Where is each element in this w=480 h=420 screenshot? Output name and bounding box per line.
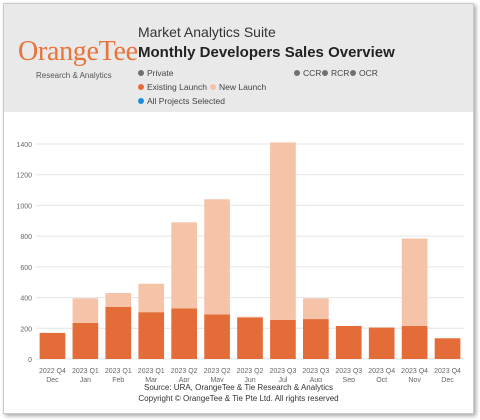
y-tick-label: 200	[20, 326, 32, 333]
region-filter-ccr[interactable]: CCR	[294, 68, 321, 78]
x-tick-month-label: Apr	[179, 377, 191, 382]
x-tick-month-label: Aug	[310, 377, 323, 382]
y-tick-label: 1200	[16, 173, 32, 180]
app-title: Market Analytics Suite	[138, 24, 276, 40]
new-launch-bar	[72, 298, 99, 323]
radio-dot-icon	[350, 70, 356, 76]
y-tick-label: 400	[20, 296, 32, 303]
existing-launch-bar	[204, 314, 230, 359]
existing-launch-bar	[237, 317, 263, 359]
radio-dot-icon	[322, 70, 328, 76]
x-tick-quarter-label: 2023 Q3	[335, 368, 362, 375]
y-tick-label: 800	[20, 234, 32, 241]
region-label-ocr: OCR	[359, 68, 378, 78]
new-launch-bar	[171, 222, 197, 309]
existing-launch-bar	[105, 306, 132, 359]
new-launch-bar	[237, 316, 263, 318]
report-header: OrangeTee Research & Analytics Market An…	[4, 4, 473, 112]
region-label-rcr: RCR	[331, 68, 350, 78]
existing-launch-swatch-icon	[138, 84, 144, 90]
new-launch-bar	[401, 238, 428, 326]
region-filter-rcr[interactable]: RCR	[322, 68, 349, 78]
projects-label: All Projects Selected	[147, 96, 225, 106]
existing-launch-bar	[368, 327, 395, 359]
x-tick-quarter-label: 2023 Q4	[401, 368, 428, 375]
copyright-note: Copyright © OrangeTee & Tie Pte Ltd. All…	[138, 394, 339, 403]
radio-dot-icon	[138, 70, 144, 76]
y-tick-label: 1000	[16, 203, 32, 210]
x-tick-quarter-label: 2023 Q1	[72, 368, 99, 375]
x-tick-month-label: Dec	[441, 377, 454, 382]
x-tick-quarter-label: 2023 Q1	[138, 368, 165, 375]
existing-launch-bar	[335, 325, 362, 359]
new-launch-swatch-icon	[210, 84, 216, 90]
x-tick-quarter-label: 2023 Q3	[269, 368, 296, 375]
x-tick-month-label: Dec	[46, 377, 59, 382]
existing-launch-bar	[39, 332, 66, 359]
sales-chart: 0 200 400 600 800 1000 1200 1400 2022 Q4 Dec 2023 …	[16, 142, 464, 382]
x-tick-quarter-label: 2022 Q4	[39, 368, 66, 375]
region-filter-ocr[interactable]: OCR	[350, 68, 378, 78]
x-tick-quarter-label: 2023 Q2	[204, 368, 231, 375]
logo-tagline: Research & Analytics	[36, 71, 112, 80]
report-frame: OrangeTee Research & Analytics Market An…	[3, 3, 474, 414]
radio-dot-icon	[294, 70, 300, 76]
region-label-ccr: CCR	[303, 68, 322, 78]
x-tick-month-label: Jul	[278, 377, 287, 382]
legend-existing-launch[interactable]: Existing Launch	[138, 82, 207, 92]
x-tick-quarter-label: 2023 Q4	[368, 368, 395, 375]
x-tick-month-label: Oct	[376, 377, 387, 382]
x-tick-month-label: Sep	[343, 377, 356, 382]
x-tick-month-label: Feb	[112, 377, 124, 382]
existing-launch-bar	[138, 312, 165, 359]
private-label: Private	[147, 68, 174, 78]
projects-filter[interactable]: All Projects Selected	[138, 96, 225, 106]
x-tick-quarter-label: 2023 Q4	[434, 368, 461, 375]
orangetee-logo: OrangeTee	[18, 36, 138, 67]
legend-new-launch[interactable]: New Launch	[210, 82, 266, 92]
y-tick-label: 1400	[16, 142, 32, 149]
new-launch-label: New Launch	[219, 82, 267, 92]
source-note: Source: URA, OrangeTee & Tie Research & …	[144, 383, 333, 392]
new-launch-bar	[303, 298, 329, 320]
y-tick-label: 0	[28, 357, 32, 364]
x-tick-month-label: Mar	[145, 377, 158, 382]
existing-launch-bar	[270, 319, 296, 359]
x-tick-month-label: Jan	[80, 377, 91, 382]
new-launch-bar	[270, 142, 296, 320]
x-tick-month-label: Jun	[244, 377, 255, 382]
x-tick-quarter-label: 2023 Q2	[171, 368, 198, 375]
page-title: Monthly Developers Sales Overview	[138, 44, 395, 61]
y-tick-label: 600	[20, 265, 32, 272]
existing-launch-bar	[72, 322, 99, 359]
existing-launch-bar	[171, 308, 197, 359]
private-filter[interactable]: Private	[138, 68, 173, 78]
new-launch-bar	[105, 292, 132, 307]
x-tick-month-label: Nov	[408, 377, 421, 382]
new-launch-bar	[138, 283, 165, 313]
x-tick-month-label: May	[210, 377, 224, 382]
projects-dot-icon	[138, 98, 144, 104]
existing-launch-bar	[303, 319, 329, 359]
new-launch-bar	[204, 199, 230, 315]
existing-launch-bar	[434, 338, 461, 359]
x-tick-quarter-label: 2023 Q3	[302, 368, 329, 375]
x-tick-quarter-label: 2023 Q1	[105, 368, 132, 375]
x-tick-quarter-label: 2023 Q2	[237, 368, 264, 375]
existing-launch-bar	[401, 325, 428, 359]
existing-launch-label: Existing Launch	[147, 82, 208, 92]
